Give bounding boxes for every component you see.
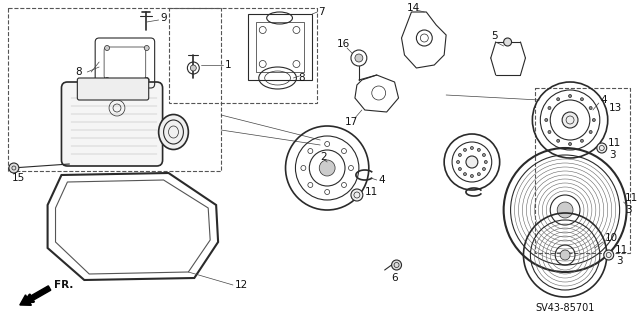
Circle shape (319, 160, 335, 176)
FancyBboxPatch shape (61, 82, 163, 166)
Circle shape (504, 38, 511, 46)
FancyBboxPatch shape (77, 78, 148, 100)
Circle shape (144, 78, 149, 83)
Circle shape (483, 167, 485, 170)
Circle shape (557, 98, 559, 101)
Text: 9: 9 (161, 13, 167, 23)
FancyArrow shape (20, 286, 51, 305)
Circle shape (589, 130, 592, 133)
Text: 3: 3 (625, 205, 632, 215)
Circle shape (604, 250, 614, 260)
Text: 4: 4 (379, 175, 385, 185)
Ellipse shape (159, 115, 188, 150)
Circle shape (589, 107, 592, 109)
Circle shape (548, 130, 551, 133)
Circle shape (355, 54, 363, 62)
Circle shape (597, 143, 607, 153)
Text: 13: 13 (609, 103, 622, 113)
Circle shape (548, 107, 551, 109)
Circle shape (104, 78, 109, 83)
Text: 2: 2 (320, 152, 327, 162)
Circle shape (593, 118, 595, 122)
Circle shape (580, 139, 584, 142)
Circle shape (392, 260, 401, 270)
Text: 8: 8 (298, 73, 305, 83)
Circle shape (458, 167, 461, 170)
Circle shape (484, 160, 487, 164)
Text: 11: 11 (365, 187, 378, 197)
Circle shape (458, 153, 461, 157)
Circle shape (190, 65, 196, 71)
Circle shape (470, 174, 474, 177)
Text: 15: 15 (12, 173, 25, 183)
Bar (8, 8, 221, 171)
Circle shape (463, 173, 467, 176)
Text: 17: 17 (345, 117, 358, 127)
Circle shape (477, 148, 481, 152)
Circle shape (144, 46, 149, 50)
Circle shape (560, 250, 570, 260)
Text: SV43-85701: SV43-85701 (535, 303, 595, 313)
Text: 12: 12 (235, 280, 248, 290)
Circle shape (463, 148, 467, 152)
Text: 11: 11 (608, 138, 621, 148)
Circle shape (557, 139, 559, 142)
Text: 1: 1 (225, 60, 232, 70)
Text: 3: 3 (609, 150, 615, 160)
Circle shape (568, 94, 572, 98)
Circle shape (104, 46, 109, 50)
Text: 6: 6 (392, 273, 398, 283)
Text: 8: 8 (76, 67, 82, 77)
Circle shape (545, 118, 548, 122)
Text: FR.: FR. (54, 280, 73, 290)
Text: 4: 4 (601, 95, 607, 105)
Text: 16: 16 (337, 39, 350, 49)
Circle shape (483, 153, 485, 157)
Circle shape (351, 189, 363, 201)
Text: 11: 11 (625, 193, 638, 203)
Text: 11: 11 (614, 245, 628, 255)
Circle shape (580, 98, 584, 101)
Bar (168, 8, 317, 103)
Text: 14: 14 (406, 3, 420, 13)
Circle shape (557, 202, 573, 218)
Text: 10: 10 (605, 233, 618, 243)
Bar (256, 22, 305, 72)
Circle shape (470, 146, 474, 150)
Circle shape (477, 173, 481, 176)
Bar (535, 88, 630, 253)
Circle shape (466, 156, 478, 168)
Circle shape (562, 112, 578, 128)
Text: 3: 3 (616, 256, 622, 266)
Text: 7: 7 (318, 7, 325, 17)
Text: 5: 5 (491, 31, 497, 41)
Circle shape (456, 160, 460, 164)
Circle shape (9, 163, 19, 173)
Circle shape (568, 143, 572, 145)
